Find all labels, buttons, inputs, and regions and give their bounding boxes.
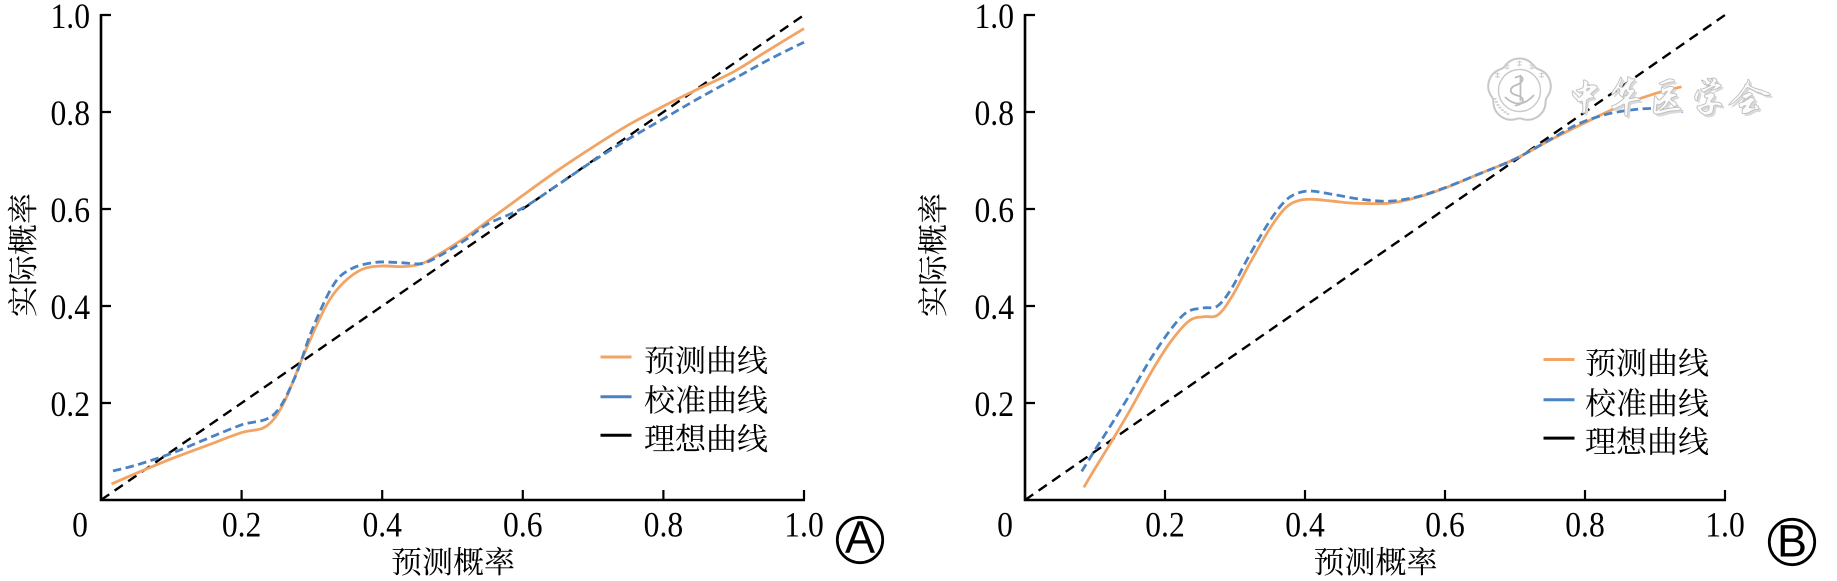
svg-text:0.6: 0.6 [51, 190, 91, 230]
svg-text:0.2: 0.2 [222, 505, 262, 545]
svg-text:1.0: 1.0 [975, 0, 1015, 36]
svg-text:A: A [845, 512, 875, 563]
svg-text:0.8: 0.8 [1565, 505, 1605, 545]
svg-text:1.0: 1.0 [51, 0, 91, 36]
svg-text:0.4: 0.4 [362, 505, 402, 545]
svg-text:0.6: 0.6 [1425, 505, 1465, 545]
svg-text:0.2: 0.2 [1145, 505, 1185, 545]
svg-text:0.8: 0.8 [644, 505, 684, 545]
svg-text:1.0: 1.0 [784, 505, 824, 545]
svg-text:0: 0 [997, 505, 1013, 545]
svg-text:0.2: 0.2 [51, 384, 91, 424]
svg-text:0.8: 0.8 [51, 93, 91, 133]
svg-text:0.4: 0.4 [51, 287, 91, 327]
svg-text:0.2: 0.2 [975, 384, 1015, 424]
svg-text:1.0: 1.0 [1705, 505, 1745, 545]
svg-text:0: 0 [72, 505, 88, 545]
svg-text:0.6: 0.6 [503, 505, 543, 545]
svg-text:B: B [1777, 516, 1807, 567]
svg-text:0.4: 0.4 [975, 287, 1015, 327]
svg-text:0.8: 0.8 [975, 93, 1015, 133]
svg-text:0.6: 0.6 [975, 190, 1015, 230]
svg-text:0.4: 0.4 [1285, 505, 1325, 545]
